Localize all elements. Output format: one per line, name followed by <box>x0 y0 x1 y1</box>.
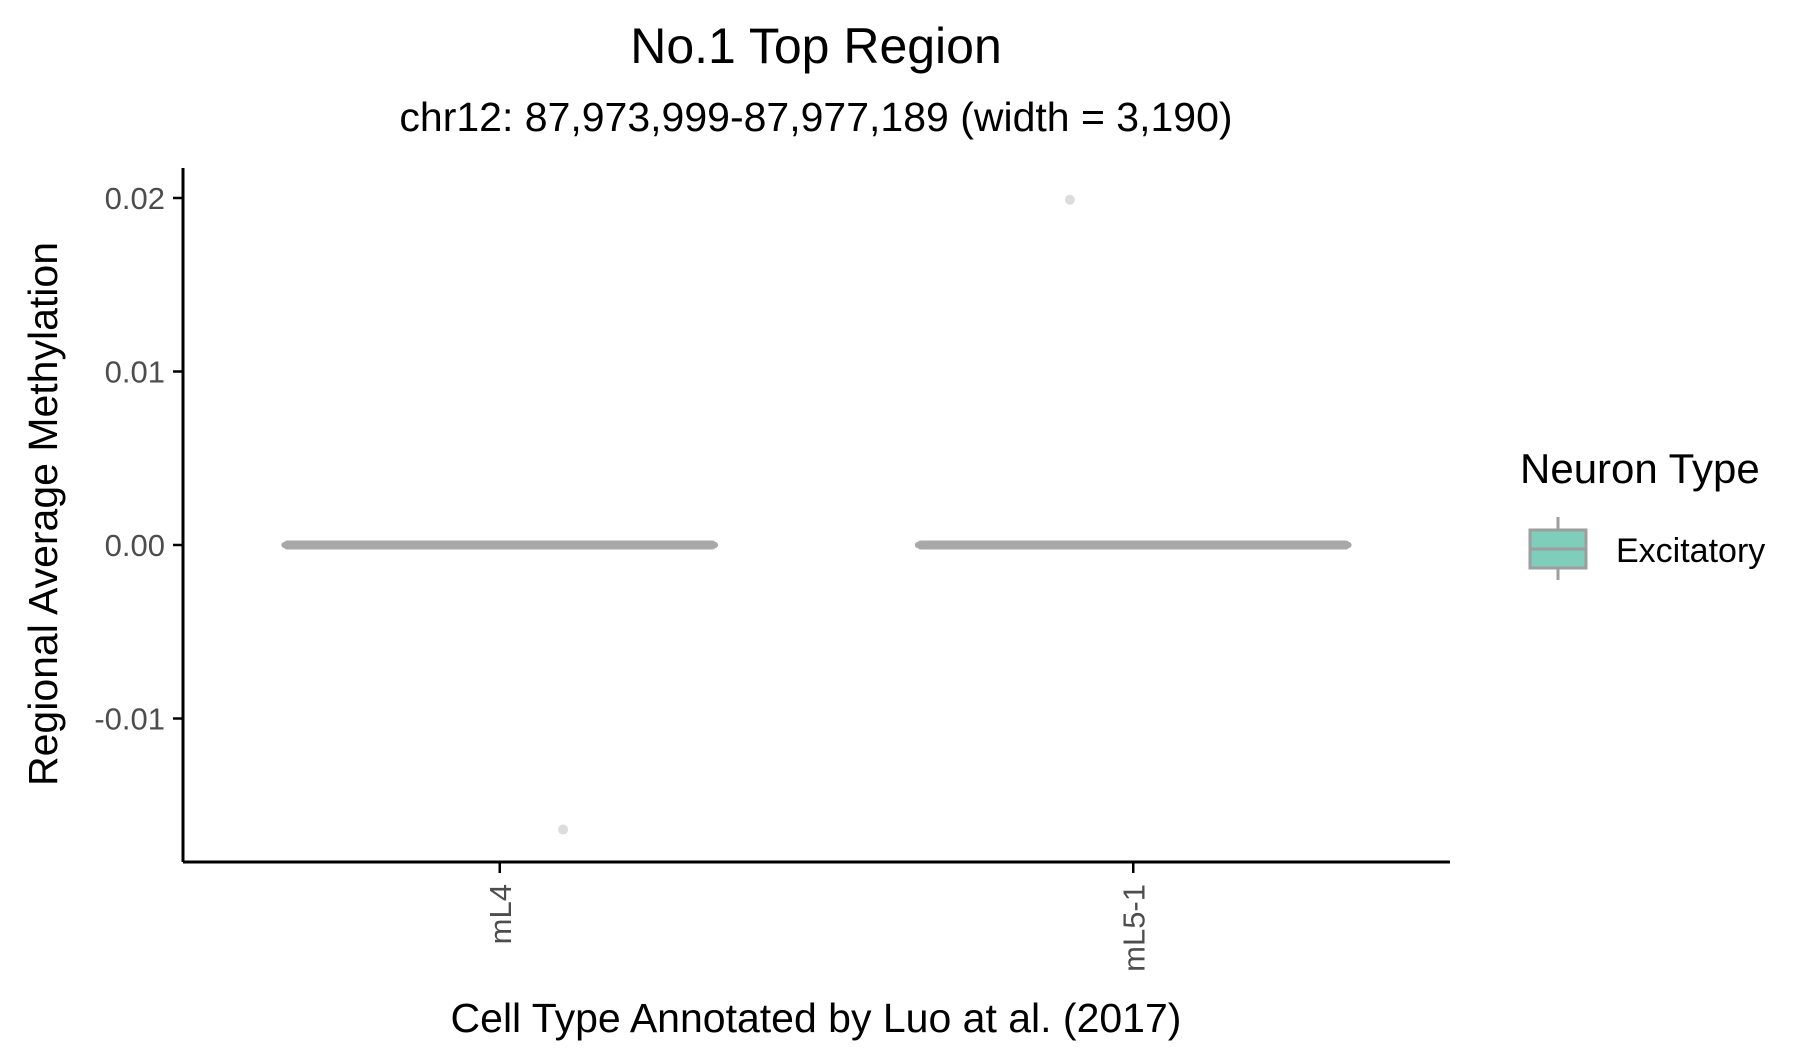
y-axis-ticks: 0.02 0.01 0.00 -0.01 <box>94 181 183 737</box>
y-tick-label: 0.02 <box>105 181 165 216</box>
data-point <box>1064 194 1075 205</box>
x-axis-label: Cell Type Annotated by Luo at al. (2017) <box>451 995 1182 1041</box>
legend-key-excitatory <box>1528 517 1588 580</box>
data-point <box>558 824 569 835</box>
x-axis-ticks: mL4 mL5-1 <box>483 862 1151 972</box>
legend-item-label: Excitatory <box>1616 532 1765 570</box>
y-tick-label: 0.00 <box>105 528 165 563</box>
legend-title: Neuron Type <box>1520 445 1760 492</box>
chart-subtitle: chr12: 87,973,999-87,977,189 (width = 3,… <box>399 94 1232 140</box>
y-tick-label: -0.01 <box>94 702 165 737</box>
y-axis-label: Regional Average Methylation <box>20 242 66 786</box>
x-tick-label: mL4 <box>483 884 518 944</box>
x-tick-label: mL5-1 <box>1116 884 1151 972</box>
legend: Neuron Type Excitatory <box>1520 445 1765 580</box>
chart-title: No.1 Top Region <box>630 18 1002 74</box>
plot-area <box>281 194 1352 835</box>
y-tick-label: 0.01 <box>105 355 165 390</box>
